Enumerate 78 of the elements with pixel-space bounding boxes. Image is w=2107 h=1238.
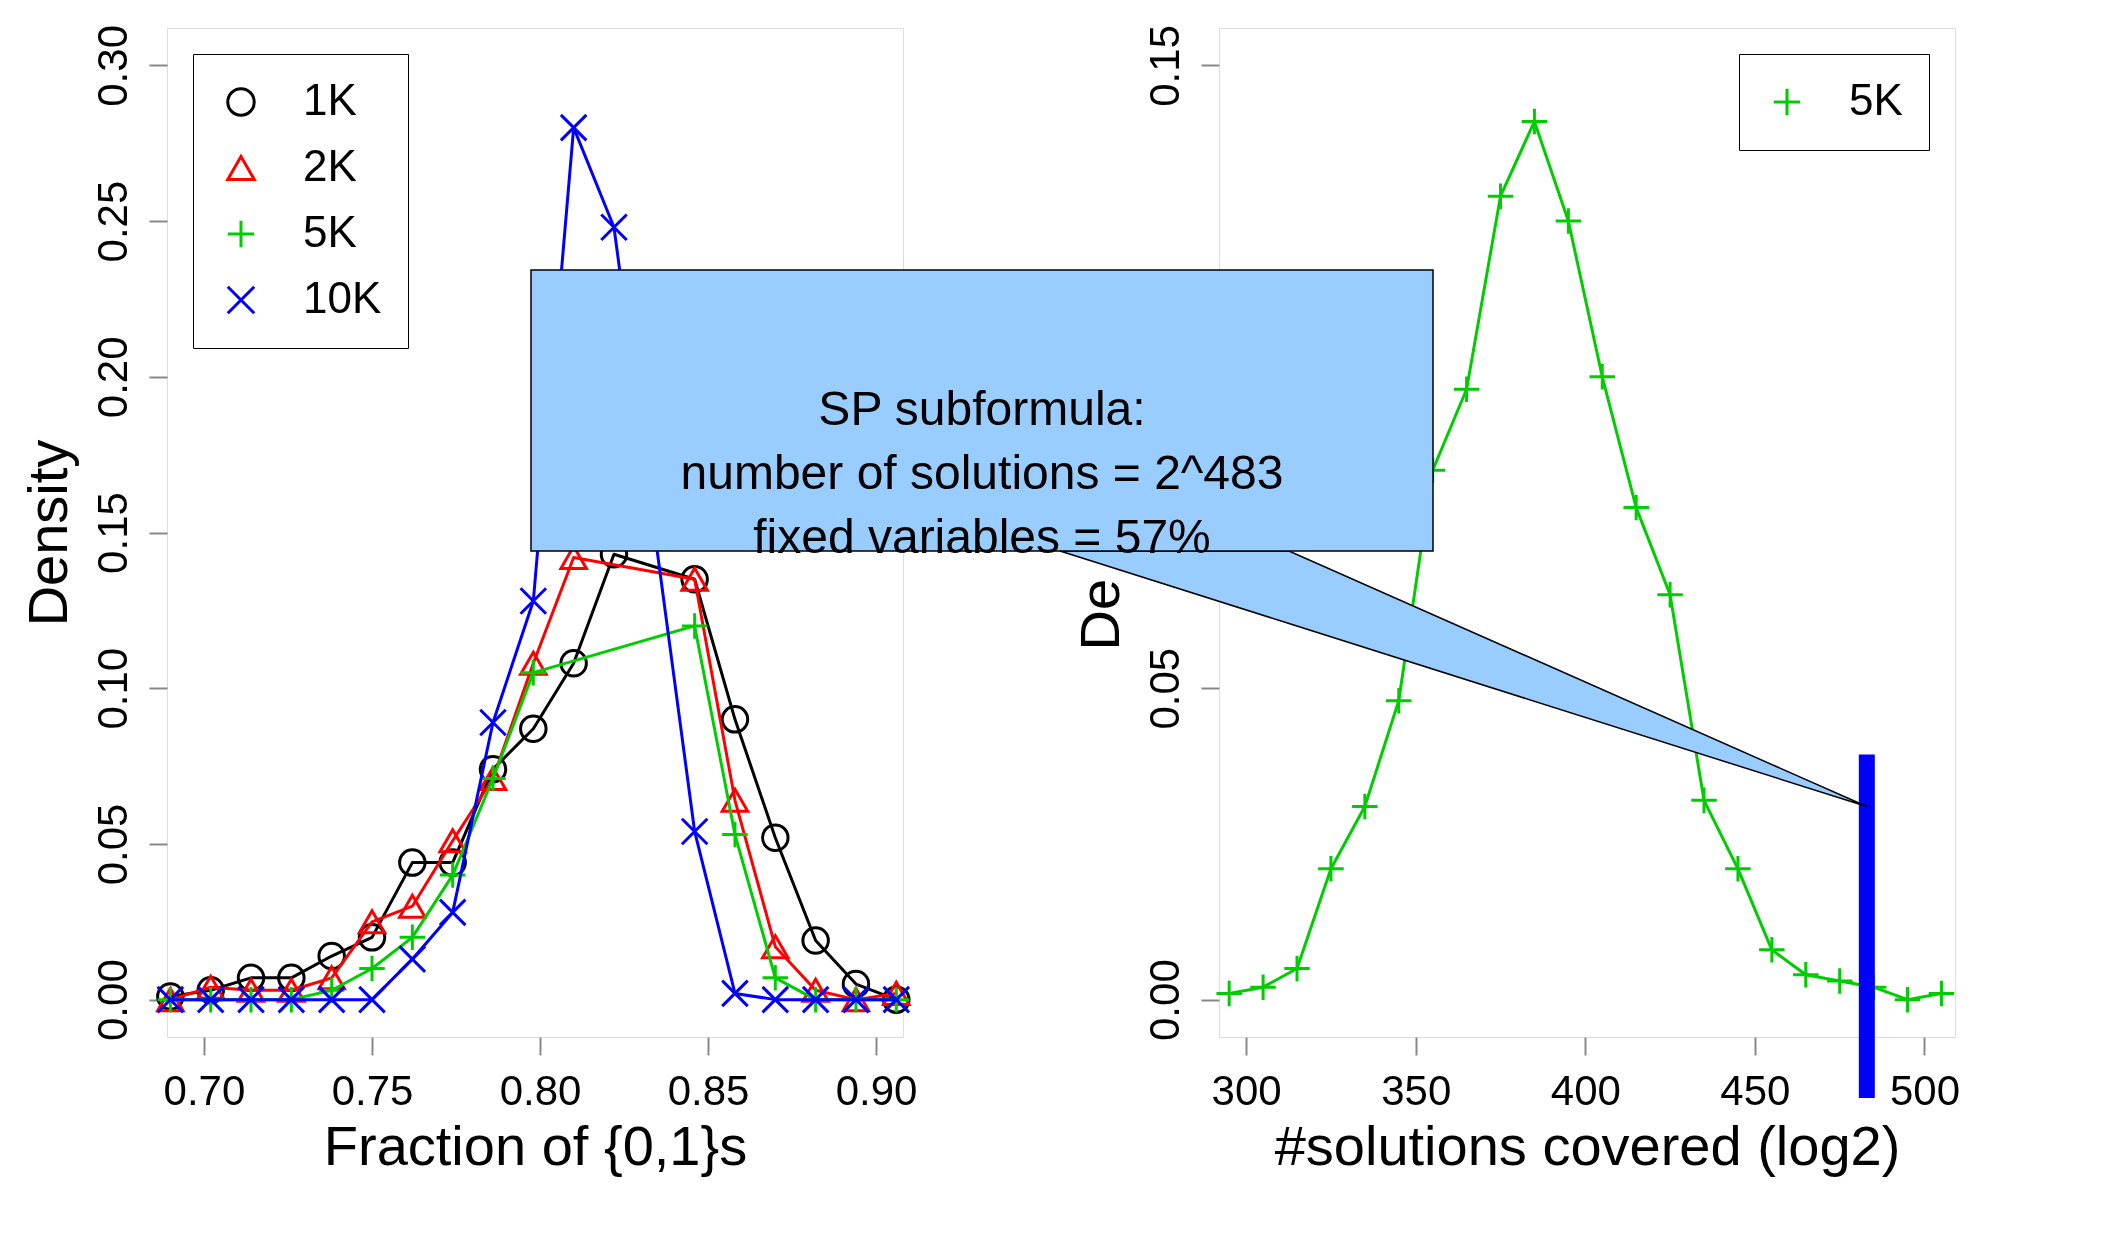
point bbox=[559, 113, 588, 142]
point bbox=[438, 860, 467, 890]
y-tick-label: 0.00 bbox=[88, 959, 136, 1041]
point bbox=[519, 658, 548, 687]
point bbox=[1757, 935, 1787, 965]
point bbox=[1655, 580, 1685, 610]
y-axis-title: Density bbox=[15, 439, 79, 627]
legend-label: 10K bbox=[303, 273, 382, 322]
y-tick-label: 0.20 bbox=[88, 336, 136, 419]
x-tick-label: 0.75 bbox=[331, 1066, 414, 1114]
point bbox=[478, 708, 508, 737]
point bbox=[357, 954, 387, 983]
y-tick-label: 0.25 bbox=[88, 180, 136, 263]
point bbox=[761, 985, 790, 1014]
point bbox=[761, 963, 790, 993]
y-tick-label: 0.05 bbox=[1140, 647, 1188, 730]
point bbox=[398, 893, 427, 919]
y-tick-label: 0.00 bbox=[1140, 959, 1188, 1041]
x-axis-title: Fraction of {0,1}s bbox=[323, 1113, 748, 1177]
x-tick-label: 450 bbox=[1720, 1066, 1791, 1114]
y-tick-label: 0.05 bbox=[88, 803, 136, 886]
y-tick-label: 0.15 bbox=[88, 492, 136, 574]
point bbox=[599, 213, 629, 242]
point bbox=[1723, 854, 1753, 884]
point bbox=[559, 649, 588, 678]
point bbox=[1689, 786, 1719, 815]
point bbox=[1588, 362, 1617, 392]
x-tick-label: 0.90 bbox=[835, 1066, 918, 1114]
point bbox=[398, 923, 427, 952]
x-axis-title: #solutions covered (log2) bbox=[1274, 1113, 1901, 1177]
point bbox=[1214, 979, 1244, 1008]
point bbox=[761, 934, 790, 960]
point bbox=[801, 926, 830, 955]
point bbox=[1927, 979, 1956, 1008]
point bbox=[1791, 960, 1821, 989]
x-tick-label: 0.85 bbox=[667, 1066, 750, 1114]
point bbox=[720, 787, 750, 813]
point bbox=[317, 985, 346, 1014]
point bbox=[720, 820, 750, 849]
legend-label: 2K bbox=[303, 141, 357, 190]
point bbox=[720, 705, 750, 734]
point bbox=[357, 985, 387, 1014]
point bbox=[519, 586, 548, 616]
point bbox=[1621, 493, 1651, 522]
point bbox=[1350, 792, 1380, 821]
point bbox=[398, 848, 427, 877]
x-tick-label: 500 bbox=[1889, 1066, 1961, 1114]
legend-label: 5K bbox=[1849, 75, 1903, 124]
annotation: SP subformula: number of solutions = 2^483 fixed variables = 57% bbox=[680, 381, 1284, 563]
legend-label: 1K bbox=[303, 75, 357, 124]
y-tick-label: 0.15 bbox=[1140, 25, 1188, 107]
point bbox=[1282, 954, 1312, 983]
point bbox=[1248, 972, 1278, 1002]
point bbox=[1825, 966, 1854, 996]
point bbox=[1520, 107, 1549, 136]
point bbox=[519, 714, 548, 743]
point bbox=[438, 898, 467, 927]
x-tick-label: 0.80 bbox=[499, 1066, 582, 1114]
point bbox=[1554, 206, 1583, 236]
point bbox=[1486, 181, 1515, 211]
point bbox=[720, 979, 750, 1008]
point bbox=[1384, 686, 1414, 715]
point bbox=[680, 611, 709, 641]
point bbox=[1316, 854, 1346, 884]
y-tick-label: 0.10 bbox=[88, 647, 136, 730]
y-tick-label: 0.30 bbox=[88, 25, 136, 107]
point bbox=[1452, 375, 1481, 404]
point bbox=[398, 944, 427, 974]
point bbox=[1893, 985, 1922, 1014]
x-tick-label: 0.70 bbox=[163, 1066, 246, 1114]
point bbox=[761, 823, 790, 852]
x-tick-label: 400 bbox=[1550, 1066, 1621, 1114]
x-tick-label: 300 bbox=[1211, 1066, 1282, 1114]
x-tick-label: 350 bbox=[1381, 1066, 1452, 1114]
y-axis-title: De bbox=[1067, 578, 1131, 651]
point bbox=[357, 909, 387, 935]
legend-label: 5K bbox=[303, 207, 357, 256]
point bbox=[680, 817, 709, 846]
